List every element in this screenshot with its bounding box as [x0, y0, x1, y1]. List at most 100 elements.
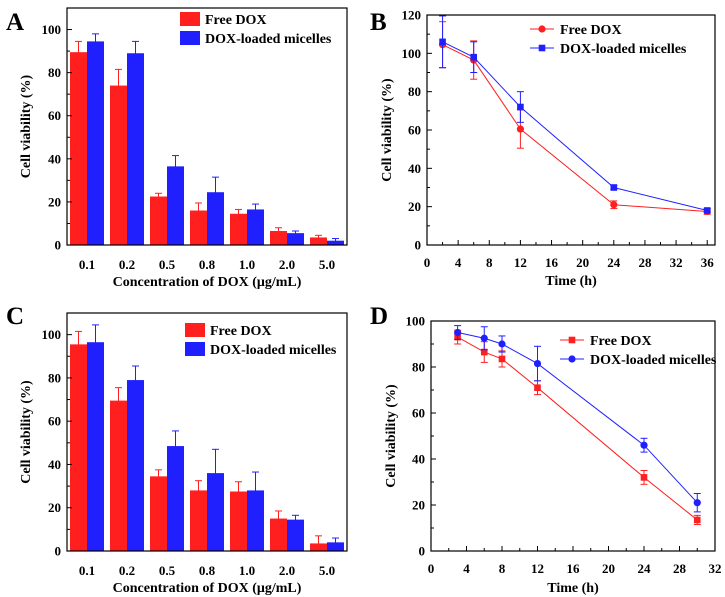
data-point-square [610, 184, 618, 191]
data-point-square [439, 38, 446, 46]
y-tick-label: 0 [55, 238, 62, 253]
bar-micelles [287, 519, 304, 551]
x-tick-label: 0.8 [199, 563, 216, 578]
y-tick-label: 20 [48, 194, 61, 209]
x-tick-label: 2.0 [279, 257, 295, 272]
data-point-square [498, 355, 506, 363]
y-tick-label: 0 [55, 544, 62, 559]
bar-micelles [127, 53, 144, 245]
panel-letter: C [6, 303, 24, 330]
y-tick-label: 60 [48, 414, 61, 429]
legend-swatch [180, 31, 200, 45]
legend-label-micelles: DOX-loaded micelles [205, 32, 332, 47]
bar-micelles [167, 166, 184, 245]
bar-free-dox [230, 491, 247, 551]
bar-micelles [207, 473, 224, 551]
y-tick-label: 0 [415, 238, 422, 253]
data-point-square [470, 53, 478, 61]
data-point-square [640, 474, 648, 481]
panel-a: A 0.1 0.2 0.5 0.8 1.0 2.0 5.0 0 20 40 60 80 100 Cell v… [6, 7, 348, 290]
panel-letter: B [370, 9, 387, 36]
legend-swatch [180, 12, 200, 26]
x-axis-title: Time (h) [547, 581, 599, 596]
x-tick-label: 16 [545, 255, 559, 270]
bar-free-dox [270, 518, 287, 551]
legend-label-free-dox: Free DOX [590, 334, 652, 349]
x-tick-label: 0 [424, 255, 431, 270]
panel-b: B 0 4 8 12 16 20 24 28 32 36 0 20 40 60 80 100 120 Cell vi… [370, 8, 716, 289]
y-tick-label: 100 [406, 314, 426, 329]
legend-label-micelles: DOX-loaded micelles [590, 353, 717, 368]
bar-micelles [207, 192, 224, 245]
legend: Free DOX DOX-loaded micelles [180, 12, 332, 47]
bar-free-dox [70, 52, 87, 245]
x-tick-label: 5.0 [319, 257, 335, 272]
panel-d: D 0 4 8 12 16 20 24 28 32 0 20 40 60 80 100 Cell viabili… [370, 303, 722, 596]
legend-swatch [185, 323, 205, 337]
series-line-free-dox [442, 44, 708, 212]
bar-micelles [287, 233, 304, 245]
data-point-circle [693, 499, 701, 507]
bar-free-dox [230, 213, 247, 245]
plot-frame [66, 7, 348, 246]
data-point-circle [498, 340, 506, 348]
y-tick-label: 80 [412, 360, 425, 375]
legend-label-free-dox: Free DOX [205, 13, 267, 28]
legend-marker-circle [568, 355, 576, 363]
y-tick-label: 20 [408, 199, 421, 214]
y-axis-title: Cell viability (%) [380, 78, 395, 182]
bar-free-dox [110, 85, 127, 246]
y-tick-label: 60 [48, 108, 61, 123]
plot-frame [66, 312, 348, 552]
x-tick-label: 20 [602, 561, 615, 576]
x-tick-label: 1.0 [239, 257, 255, 272]
legend-swatch [185, 342, 205, 356]
y-tick-label: 100 [402, 46, 422, 61]
bar-free-dox [110, 400, 127, 551]
bar-free-dox [270, 230, 287, 245]
bar-free-dox [190, 210, 207, 245]
bar-free-dox [310, 237, 327, 245]
legend-label-free-dox: Free DOX [560, 23, 622, 38]
y-tick-label: 20 [48, 500, 61, 515]
legend: Free DOX DOX-loaded micelles [530, 23, 687, 57]
x-tick-label: 0.5 [159, 257, 176, 272]
y-tick-label: 100 [42, 22, 62, 37]
y-tick-label: 120 [402, 8, 422, 23]
x-tick-label: 36 [701, 255, 715, 270]
x-tick-label: 0.2 [119, 257, 135, 272]
data-point-square [480, 348, 488, 356]
bar-free-dox [70, 344, 87, 551]
legend-label-micelles: DOX-loaded micelles [560, 42, 687, 57]
bar-micelles [127, 380, 144, 551]
y-axis-title: Cell viability (%) [19, 380, 34, 484]
y-tick-label: 40 [48, 151, 61, 166]
y-tick-label: 60 [412, 406, 425, 421]
legend-marker-square [538, 44, 546, 52]
legend: Free DOX DOX-loaded micelles [185, 323, 337, 358]
y-axis-title: Cell viability (%) [19, 74, 34, 178]
x-tick-label: 8 [499, 561, 506, 576]
legend-marker-square [568, 336, 576, 344]
legend-label-free-dox: Free DOX [210, 324, 272, 339]
bar-micelles [87, 342, 104, 551]
legend-marker-circle [538, 25, 546, 33]
x-tick-label: 32 [670, 255, 683, 270]
data-point-square [517, 103, 524, 111]
bar-free-dox [150, 196, 167, 245]
panel-letter: A [6, 9, 24, 36]
bar-micelles [87, 41, 104, 246]
data-point-square [534, 384, 541, 391]
y-tick-label: 40 [412, 452, 425, 467]
series-line-free-dox [457, 336, 698, 521]
x-tick-label: 1.0 [239, 563, 255, 578]
y-tick-label: 20 [412, 498, 425, 513]
x-tick-label: 12 [531, 561, 544, 576]
y-tick-label: 0 [419, 544, 426, 559]
x-axis-title: Concentration of DOX (μg/mL) [113, 581, 302, 596]
x-tick-label: 0.2 [119, 563, 135, 578]
data-point-circle [610, 201, 618, 209]
x-tick-label: 0 [428, 561, 435, 576]
bar-micelles [247, 490, 264, 551]
